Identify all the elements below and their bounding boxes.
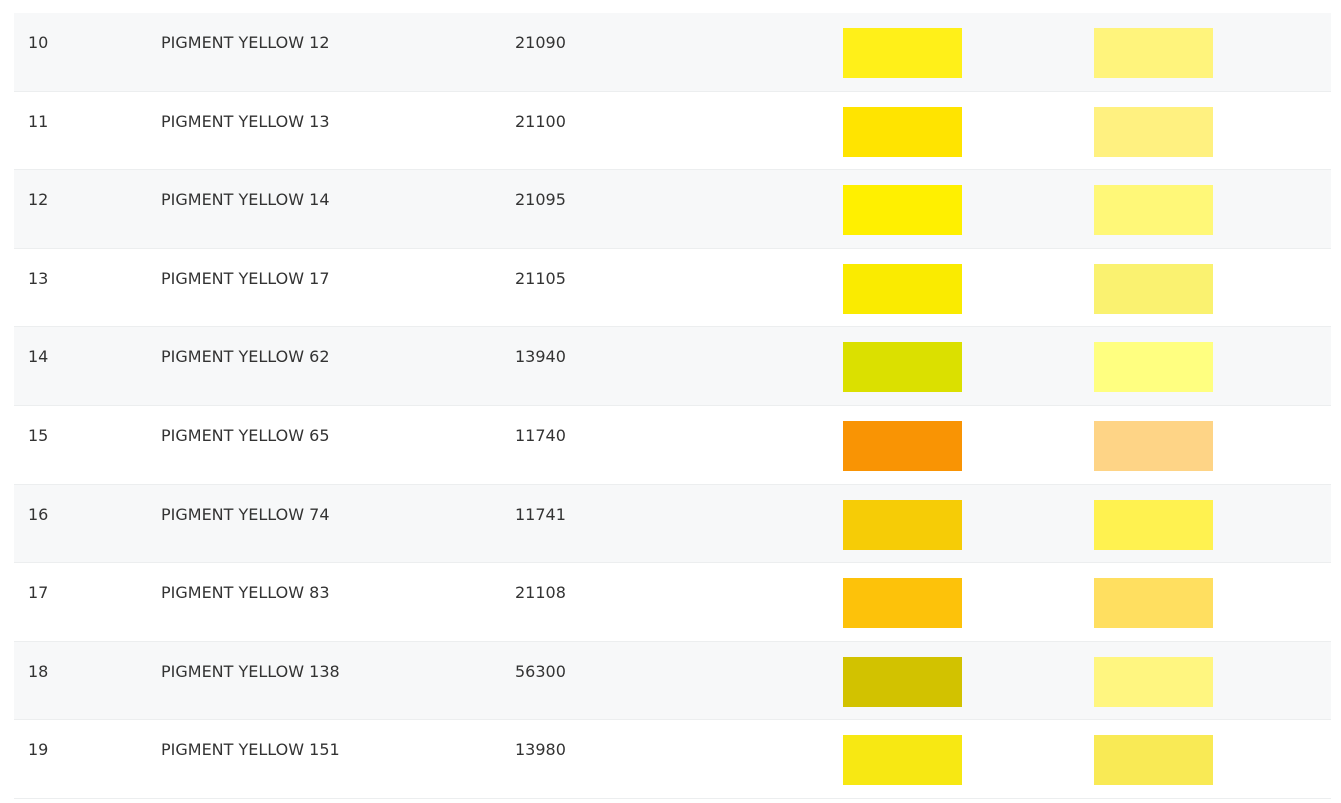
tint-swatch <box>1094 185 1213 236</box>
table-row: 12 PIGMENT YELLOW 14 21095 <box>14 170 1331 249</box>
row-index: 10 <box>28 33 49 52</box>
tint-swatch <box>1094 656 1213 707</box>
pigment-name: PIGMENT YELLOW 151 <box>161 740 340 760</box>
row-index: 16 <box>28 504 49 524</box>
tint-swatch <box>1094 499 1213 550</box>
row-index: 13 <box>28 268 49 288</box>
table-row: 18 PIGMENT YELLOW 138 56300 <box>14 641 1331 721</box>
row-index: 12 <box>28 190 49 210</box>
color-index-number: 11740 <box>515 425 566 445</box>
row-index: 14 <box>28 347 49 367</box>
table-row: 14 PIGMENT YELLOW 62 13940 <box>14 327 1331 406</box>
tint-swatch <box>1094 420 1213 471</box>
full-shade-swatch <box>843 106 962 157</box>
pigment-name: PIGMENT YELLOW 12 <box>161 33 330 52</box>
row-index: 17 <box>28 583 49 603</box>
pigment-name: PIGMENT YELLOW 13 <box>161 111 330 131</box>
row-index: 18 <box>28 661 49 681</box>
full-shade-swatch <box>843 420 962 471</box>
pigment-table: 10 PIGMENT YELLOW 12 21090 11 PIGMENT YE… <box>14 13 1331 799</box>
color-index-number: 21095 <box>515 190 566 210</box>
color-index-number: 21090 <box>515 33 566 52</box>
table-row: 13 PIGMENT YELLOW 17 21105 <box>14 249 1331 328</box>
full-shade-swatch <box>843 656 962 707</box>
table-row: 10 PIGMENT YELLOW 12 21090 <box>14 13 1331 92</box>
pigment-name: PIGMENT YELLOW 65 <box>161 425 330 445</box>
color-index-number: 13980 <box>515 740 566 760</box>
tint-swatch <box>1094 342 1213 393</box>
tint-swatch <box>1094 735 1213 786</box>
pigment-name: PIGMENT YELLOW 74 <box>161 504 330 524</box>
pigment-name: PIGMENT YELLOW 14 <box>161 190 330 210</box>
table-row: 19 PIGMENT YELLOW 151 13980 <box>14 720 1331 799</box>
row-index: 15 <box>28 425 49 445</box>
table-row: 11 PIGMENT YELLOW 13 21100 <box>14 92 1331 171</box>
table-row: 15 PIGMENT YELLOW 65 11740 <box>14 406 1331 485</box>
color-index-number: 11741 <box>515 504 566 524</box>
pigment-name: PIGMENT YELLOW 138 <box>161 661 340 681</box>
pigment-name: PIGMENT YELLOW 62 <box>161 347 330 367</box>
full-shade-swatch <box>843 342 962 393</box>
full-shade-swatch <box>843 28 962 78</box>
row-index: 19 <box>28 740 49 760</box>
color-index-number: 13940 <box>515 347 566 367</box>
pigment-name: PIGMENT YELLOW 17 <box>161 268 330 288</box>
tint-swatch <box>1094 263 1213 314</box>
color-index-number: 56300 <box>515 661 566 681</box>
pigment-name: PIGMENT YELLOW 83 <box>161 583 330 603</box>
full-shade-swatch <box>843 735 962 786</box>
full-shade-swatch <box>843 578 962 629</box>
color-index-number: 21100 <box>515 111 566 131</box>
tint-swatch <box>1094 106 1213 157</box>
tint-swatch <box>1094 28 1213 78</box>
table-row: 17 PIGMENT YELLOW 83 21108 <box>14 563 1331 642</box>
full-shade-swatch <box>843 263 962 314</box>
row-index: 11 <box>28 111 49 131</box>
color-index-number: 21105 <box>515 268 566 288</box>
full-shade-swatch <box>843 499 962 550</box>
tint-swatch <box>1094 578 1213 629</box>
color-index-number: 21108 <box>515 583 566 603</box>
table-row: 16 PIGMENT YELLOW 74 11741 <box>14 484 1331 564</box>
full-shade-swatch <box>843 185 962 236</box>
